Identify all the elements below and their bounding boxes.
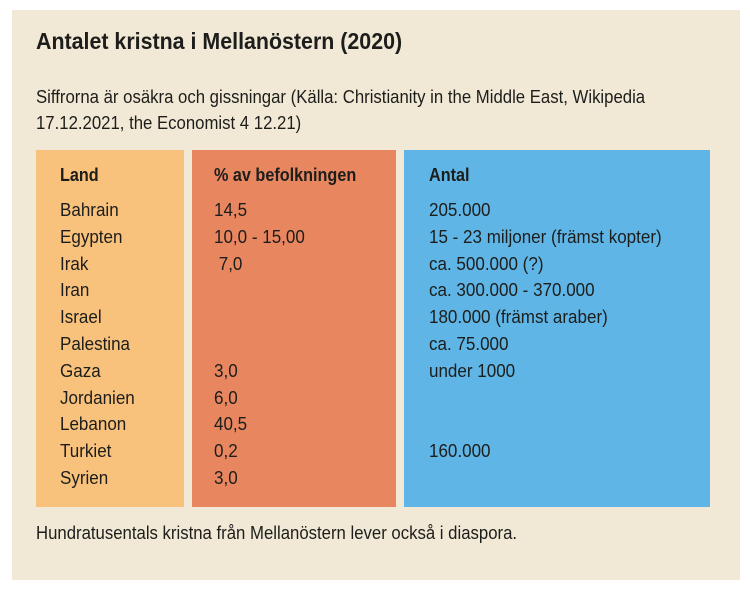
land-cell: Gaza [60,359,101,381]
percent-column: % av befolkningen 14,5 10,0 - 15,00 7,0 3,… [192,150,396,507]
antal-cell: 15 - 23 miljoner (främst kopter) [429,225,662,247]
land-cell: Israel [60,306,102,328]
land-cell: Jordanien [60,386,135,408]
land-cell: Iran [60,279,90,301]
antal-column-cells: 205.000 15 - 23 miljoner (främst kopter) c… [429,199,710,494]
antal-cell: ca. 300.000 - 370.000 [429,279,595,301]
percent-cell: 14,5 [214,199,248,220]
antal-column: Antal 205.000 15 - 23 miljoner (främst ko… [404,150,710,507]
antal-cell: 180.000 (främst araber) [429,306,608,328]
antal-cell [429,387,688,414]
land-cell: Lebanon [60,413,127,435]
percent-cell: 3,0 [214,359,238,381]
percent-cell: 10,0 - 15,00 [214,225,305,247]
antal-cell: ca. 75.000 [429,332,509,354]
antal-cell: under 1000 [429,359,516,381]
land-column: Land Bahrain Egypten Irak Iran Israel Palesti… [36,150,184,507]
percent-cell: 40,5 [214,413,248,435]
antal-cell [429,413,688,440]
percent-cell: 7,0 [214,252,243,274]
land-cell: Irak [60,252,89,274]
subtitle-source-note: Siffrorna är osäkra och gissningar (Käll… [36,87,646,133]
land-column-header: Land [60,165,99,185]
percent-cell: 6,0 [214,386,238,408]
percent-cell: 3,0 [214,466,238,488]
page-title: Antalet kristna i Mellanöstern (2020) [36,28,403,54]
land-cell: Syrien [60,466,109,488]
antal-cell: ca. 500.000 (?) [429,252,544,274]
land-cell: Bahrain [60,199,119,220]
percent-column-cells: 14,5 10,0 - 15,00 7,0 3,0 6,0 40,5 0,2 3,0 [214,199,396,494]
percent-cell [214,279,381,306]
antal-cell: 160.000 [429,440,491,462]
land-cell: Egypten [60,225,123,247]
percent-cell [214,333,381,360]
land-cell: Turkiet [60,440,112,462]
footer-note: Hundratusentals kristna från Mellanöster… [36,523,518,543]
percent-cell [214,306,381,333]
land-column-cells: Bahrain Egypten Irak Iran Israel Palestina Gaz… [60,199,184,494]
percent-column-header: % av befolkningen [214,165,357,185]
antal-cell [429,467,688,494]
land-cell: Palestina [60,332,131,354]
antal-cell: 205.000 [429,199,491,220]
antal-column-header: Antal [429,165,470,185]
percent-cell: 0,2 [214,440,238,462]
